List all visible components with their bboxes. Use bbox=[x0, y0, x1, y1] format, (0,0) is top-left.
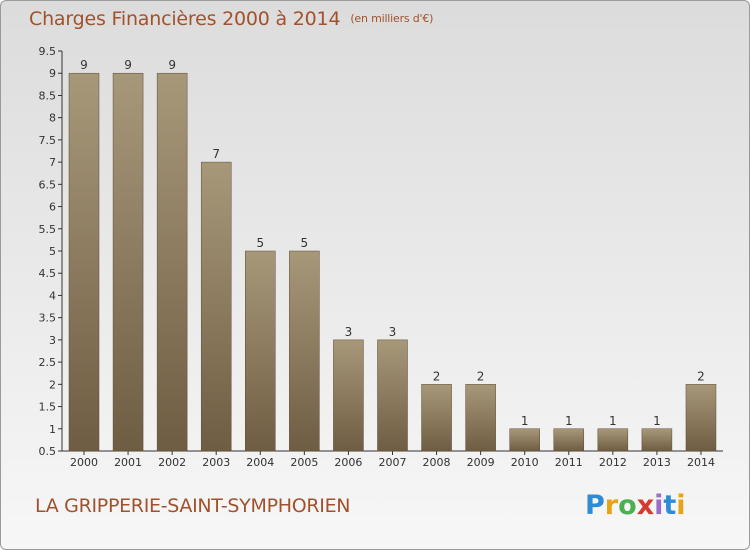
value-label-2007: 3 bbox=[389, 325, 397, 339]
y-tick-label: 4.5 bbox=[39, 267, 57, 280]
x-tick-label: 2004 bbox=[246, 456, 274, 469]
x-tick-label: 2012 bbox=[599, 456, 627, 469]
y-tick-label: 0.5 bbox=[39, 445, 57, 458]
x-tick-label: 2007 bbox=[378, 456, 406, 469]
logo-letter: o bbox=[618, 490, 637, 521]
value-label-2013: 1 bbox=[653, 414, 661, 428]
logo-letter: i bbox=[676, 490, 686, 521]
bar-2011 bbox=[553, 428, 585, 452]
value-label-2006: 3 bbox=[345, 325, 353, 339]
bar-2009 bbox=[465, 384, 496, 452]
x-tick-label: 2013 bbox=[643, 456, 671, 469]
x-tick-label: 2000 bbox=[70, 456, 98, 469]
chart-title-unit: (en milliers d'€) bbox=[350, 12, 434, 25]
bar-2004 bbox=[245, 250, 276, 452]
logo-letter: x bbox=[636, 490, 655, 521]
x-tick-label: 2006 bbox=[334, 456, 362, 469]
y-tick-label: 4 bbox=[49, 289, 56, 302]
y-tick-label: 1 bbox=[49, 423, 56, 436]
y-tick-label: 8 bbox=[49, 112, 56, 125]
bar-2006 bbox=[333, 339, 364, 452]
value-label-2000: 9 bbox=[80, 58, 88, 72]
y-tick-label: 2 bbox=[49, 378, 56, 391]
bar-2002 bbox=[156, 72, 188, 452]
bar-2014 bbox=[685, 384, 717, 452]
value-label-2008: 2 bbox=[433, 369, 441, 383]
bar-2000 bbox=[68, 72, 100, 452]
x-tick-label: 2008 bbox=[423, 456, 451, 469]
y-tick-label: 9.5 bbox=[39, 45, 57, 58]
x-tick-label: 2011 bbox=[555, 456, 583, 469]
bar-2013 bbox=[641, 428, 673, 452]
y-tick-label: 2.5 bbox=[39, 356, 57, 369]
commune-name: LA GRIPPERIE-SAINT-SYMPHORIEN bbox=[35, 495, 351, 517]
value-labels: 9 9 9 7 5 5 3 3 2 2 1 1 1 1 2 bbox=[80, 58, 705, 428]
x-tick-label: 2005 bbox=[290, 456, 318, 469]
value-label-2009: 2 bbox=[477, 369, 485, 383]
value-label-2011: 1 bbox=[565, 414, 573, 428]
chart-title-main: Charges Financières 2000 à 2014 bbox=[29, 8, 341, 30]
bars bbox=[68, 72, 717, 452]
value-label-2012: 1 bbox=[609, 414, 617, 428]
y-tick-label: 3 bbox=[49, 334, 56, 347]
y-tick-label: 6 bbox=[49, 201, 56, 214]
y-tick-label: 1.5 bbox=[39, 401, 57, 414]
x-tick-label: 2002 bbox=[158, 456, 186, 469]
y-tick-label: 9 bbox=[49, 67, 56, 80]
chart-title: Charges Financières 2000 à 2014 (en milli… bbox=[29, 8, 433, 30]
y-tick-label: 7 bbox=[49, 156, 56, 169]
y-tick-label: 5.5 bbox=[39, 223, 57, 236]
logo-letter: r bbox=[604, 490, 619, 521]
x-tick-label: 2001 bbox=[114, 456, 142, 469]
logo-letter: P bbox=[585, 490, 605, 521]
proxiti-logo[interactable]: Proxiti bbox=[585, 490, 686, 521]
value-label-2001: 9 bbox=[124, 58, 132, 72]
x-tick-label: 2009 bbox=[467, 456, 495, 469]
value-label-2010: 1 bbox=[521, 414, 529, 428]
x-tick-label: 2014 bbox=[687, 456, 715, 469]
value-label-2014: 2 bbox=[697, 369, 705, 383]
x-tick-label: 2010 bbox=[511, 456, 539, 469]
value-label-2004: 5 bbox=[256, 236, 264, 250]
x-tick-label: 2003 bbox=[202, 456, 230, 469]
bar-2012 bbox=[597, 428, 629, 452]
value-label-2005: 5 bbox=[301, 236, 309, 250]
bar-2010 bbox=[509, 428, 540, 452]
y-tick-label: 8.5 bbox=[39, 89, 57, 102]
logo-letter: t bbox=[663, 490, 677, 521]
bar-2007 bbox=[377, 339, 408, 452]
bar-2001 bbox=[112, 72, 144, 452]
bar-2005 bbox=[289, 250, 320, 452]
logo-letter: i bbox=[654, 490, 664, 521]
bar-2003 bbox=[200, 161, 232, 452]
y-tick-label: 5 bbox=[49, 245, 56, 258]
value-label-2002: 9 bbox=[168, 58, 176, 72]
y-tick-label: 3.5 bbox=[39, 312, 57, 325]
y-tick-label: 7.5 bbox=[39, 134, 57, 147]
y-tick-label: 6.5 bbox=[39, 178, 57, 191]
value-label-2003: 7 bbox=[212, 147, 220, 161]
bar-2008 bbox=[421, 384, 452, 452]
